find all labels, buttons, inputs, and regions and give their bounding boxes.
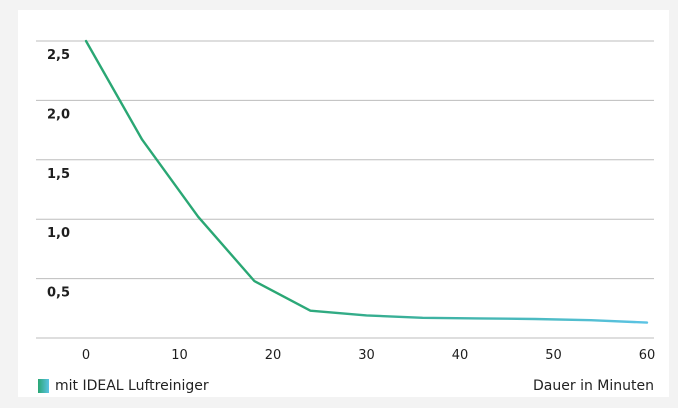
y-tick-label: 0,5 (47, 286, 70, 301)
x-tick-label: 20 (265, 348, 282, 363)
x-tick-label: 60 (639, 348, 656, 363)
y-tick-label: 2,5 (47, 48, 70, 63)
y-tick-label: 2,0 (47, 107, 70, 122)
series-line (84, 39, 649, 324)
x-tick-label: 50 (545, 348, 562, 363)
x-tick-label: 40 (452, 348, 469, 363)
x-tick-label: 30 (358, 348, 375, 363)
x-tick-label: 10 (171, 348, 188, 363)
legend-label: mit IDEAL Luftreiniger (55, 378, 209, 394)
legend-swatch (38, 379, 49, 393)
legend: mit IDEAL Luftreiniger (38, 378, 209, 394)
x-tick-label: 0 (82, 348, 90, 363)
y-tick-label: 1,5 (47, 167, 70, 182)
x-axis-label: Dauer in Minuten (533, 378, 654, 394)
chart-card: 0,5 1,0 1,5 2,0 2,5 0 10 20 30 40 50 60 mit IDEAL L… (18, 10, 669, 397)
line-chart: 0,5 1,0 1,5 2,0 2,5 0 10 20 30 40 50 60 (36, 39, 656, 363)
y-tick-label: 1,0 (47, 226, 70, 241)
